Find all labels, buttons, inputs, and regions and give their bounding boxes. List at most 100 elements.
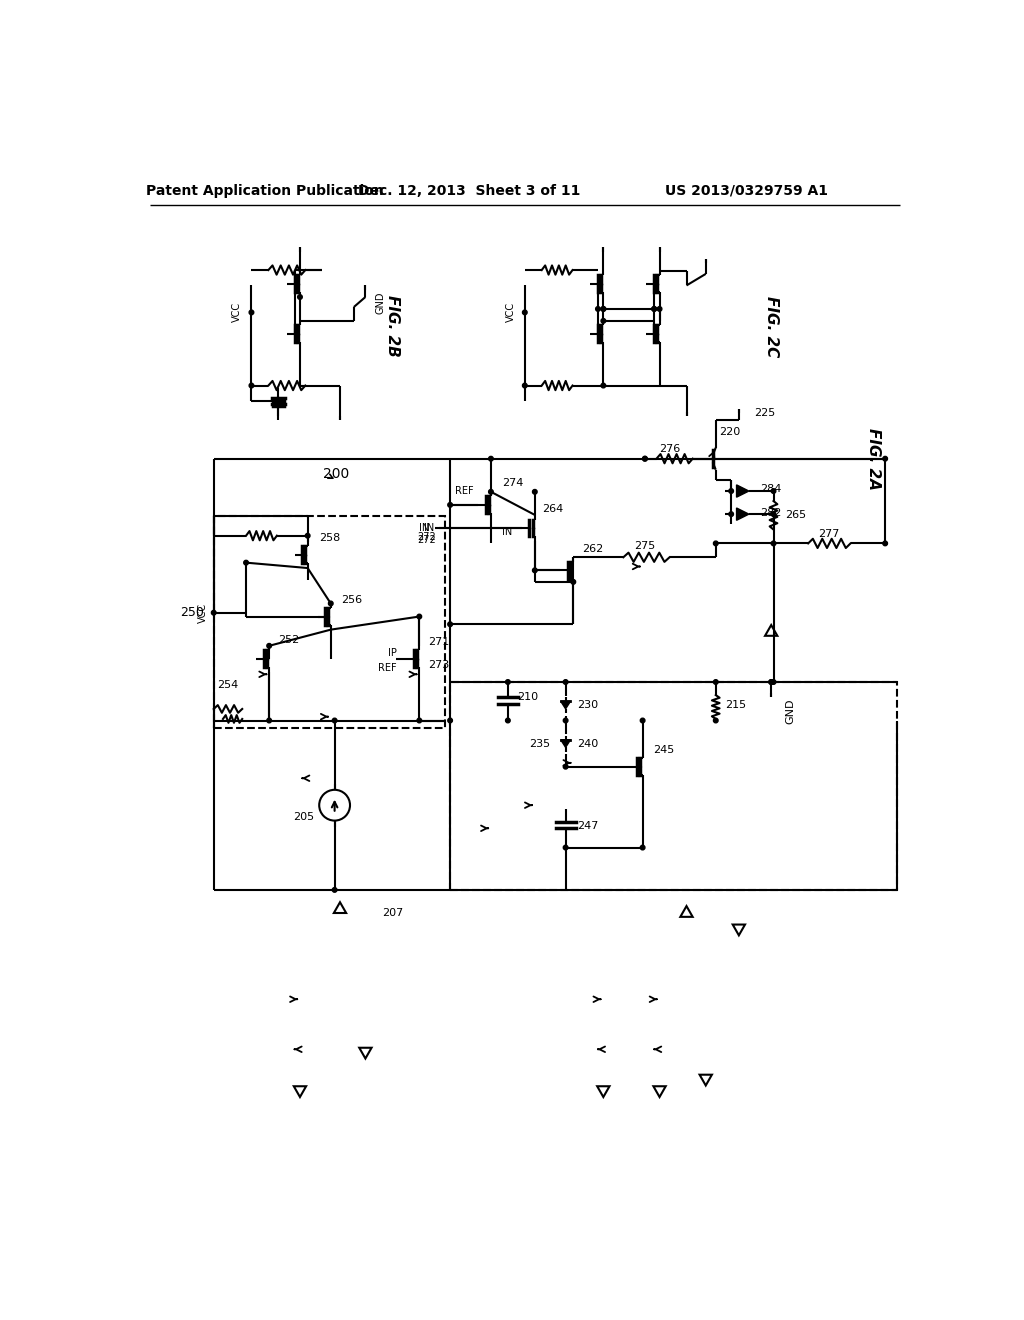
Circle shape: [729, 512, 733, 516]
Text: 258: 258: [319, 533, 340, 543]
Circle shape: [329, 601, 333, 606]
Text: IP: IP: [388, 648, 397, 657]
Circle shape: [333, 718, 337, 723]
Text: 272: 272: [418, 532, 436, 543]
Text: FIG. 2A: FIG. 2A: [866, 428, 881, 490]
Circle shape: [249, 383, 254, 388]
Text: 230: 230: [578, 700, 598, 710]
Circle shape: [563, 680, 568, 684]
Text: 200: 200: [323, 467, 349, 480]
Text: 210: 210: [517, 693, 539, 702]
Circle shape: [657, 306, 662, 312]
Text: IN: IN: [502, 527, 512, 537]
Circle shape: [652, 306, 656, 312]
Text: VCC: VCC: [232, 302, 243, 322]
Circle shape: [601, 383, 605, 388]
Circle shape: [640, 718, 645, 723]
Circle shape: [652, 306, 656, 312]
Circle shape: [298, 294, 302, 300]
Circle shape: [883, 541, 888, 545]
Text: VCC: VCC: [198, 603, 208, 623]
Text: 240: 240: [578, 739, 598, 748]
Text: 220: 220: [720, 426, 740, 437]
Circle shape: [643, 457, 647, 461]
Circle shape: [771, 512, 776, 516]
Circle shape: [305, 533, 310, 539]
Text: Patent Application Publication: Patent Application Publication: [146, 183, 384, 198]
Circle shape: [417, 718, 422, 723]
Text: 271: 271: [429, 638, 450, 647]
Text: 276: 276: [658, 445, 680, 454]
Text: 282: 282: [761, 508, 781, 517]
Text: FIG. 2B: FIG. 2B: [385, 296, 399, 358]
Circle shape: [771, 541, 776, 545]
Text: 207: 207: [382, 908, 403, 917]
Text: 205: 205: [294, 812, 314, 822]
Circle shape: [771, 680, 776, 684]
Polygon shape: [561, 701, 570, 709]
Circle shape: [640, 845, 645, 850]
Text: 254: 254: [217, 680, 239, 690]
Circle shape: [506, 718, 510, 723]
Text: 215: 215: [725, 700, 746, 710]
Circle shape: [883, 457, 888, 461]
Circle shape: [488, 490, 494, 494]
Circle shape: [769, 680, 773, 684]
Circle shape: [714, 718, 718, 723]
Text: US 2013/0329759 A1: US 2013/0329759 A1: [665, 183, 828, 198]
Circle shape: [769, 680, 773, 684]
Circle shape: [249, 310, 254, 314]
Circle shape: [522, 383, 527, 388]
Circle shape: [601, 306, 605, 312]
Text: FIG. 2C: FIG. 2C: [764, 296, 778, 356]
Circle shape: [267, 644, 271, 648]
Circle shape: [571, 579, 575, 585]
Text: 264: 264: [543, 504, 564, 513]
Text: 262: 262: [583, 544, 604, 554]
Circle shape: [447, 718, 453, 723]
Circle shape: [563, 764, 568, 770]
Text: IN: IN: [419, 523, 429, 533]
Circle shape: [488, 457, 494, 461]
Text: 284: 284: [761, 484, 781, 495]
Text: 245: 245: [653, 744, 675, 755]
Text: 250: 250: [180, 606, 205, 619]
Circle shape: [601, 306, 605, 312]
Text: IN: IN: [425, 523, 435, 533]
Circle shape: [244, 561, 249, 565]
Circle shape: [522, 310, 527, 314]
Circle shape: [601, 318, 605, 323]
Circle shape: [211, 610, 216, 615]
Circle shape: [506, 680, 510, 684]
Circle shape: [417, 614, 422, 619]
Circle shape: [643, 457, 647, 461]
Circle shape: [714, 680, 718, 684]
Polygon shape: [736, 508, 749, 520]
Text: 273: 273: [429, 660, 450, 671]
Text: 265: 265: [785, 510, 806, 520]
Circle shape: [563, 718, 568, 723]
Text: 256: 256: [342, 594, 362, 605]
Text: GND: GND: [785, 698, 795, 723]
Text: 235: 235: [529, 739, 550, 748]
Text: 225: 225: [755, 408, 775, 417]
Text: Dec. 12, 2013  Sheet 3 of 11: Dec. 12, 2013 Sheet 3 of 11: [358, 183, 581, 198]
Bar: [214, 516, 444, 729]
Bar: [451, 682, 897, 890]
Text: REF: REF: [456, 486, 474, 496]
Text: 247: 247: [578, 821, 599, 832]
Text: VCC: VCC: [506, 302, 515, 322]
Text: 272: 272: [418, 535, 436, 545]
Circle shape: [714, 541, 718, 545]
Circle shape: [333, 887, 337, 892]
Circle shape: [267, 718, 271, 723]
Circle shape: [771, 488, 776, 494]
Text: 274: 274: [503, 478, 524, 488]
Text: GND: GND: [376, 292, 385, 314]
Polygon shape: [736, 484, 749, 498]
Polygon shape: [561, 739, 570, 747]
Circle shape: [596, 306, 600, 312]
Circle shape: [447, 622, 453, 627]
Circle shape: [447, 503, 453, 507]
Text: 252: 252: [279, 635, 300, 644]
